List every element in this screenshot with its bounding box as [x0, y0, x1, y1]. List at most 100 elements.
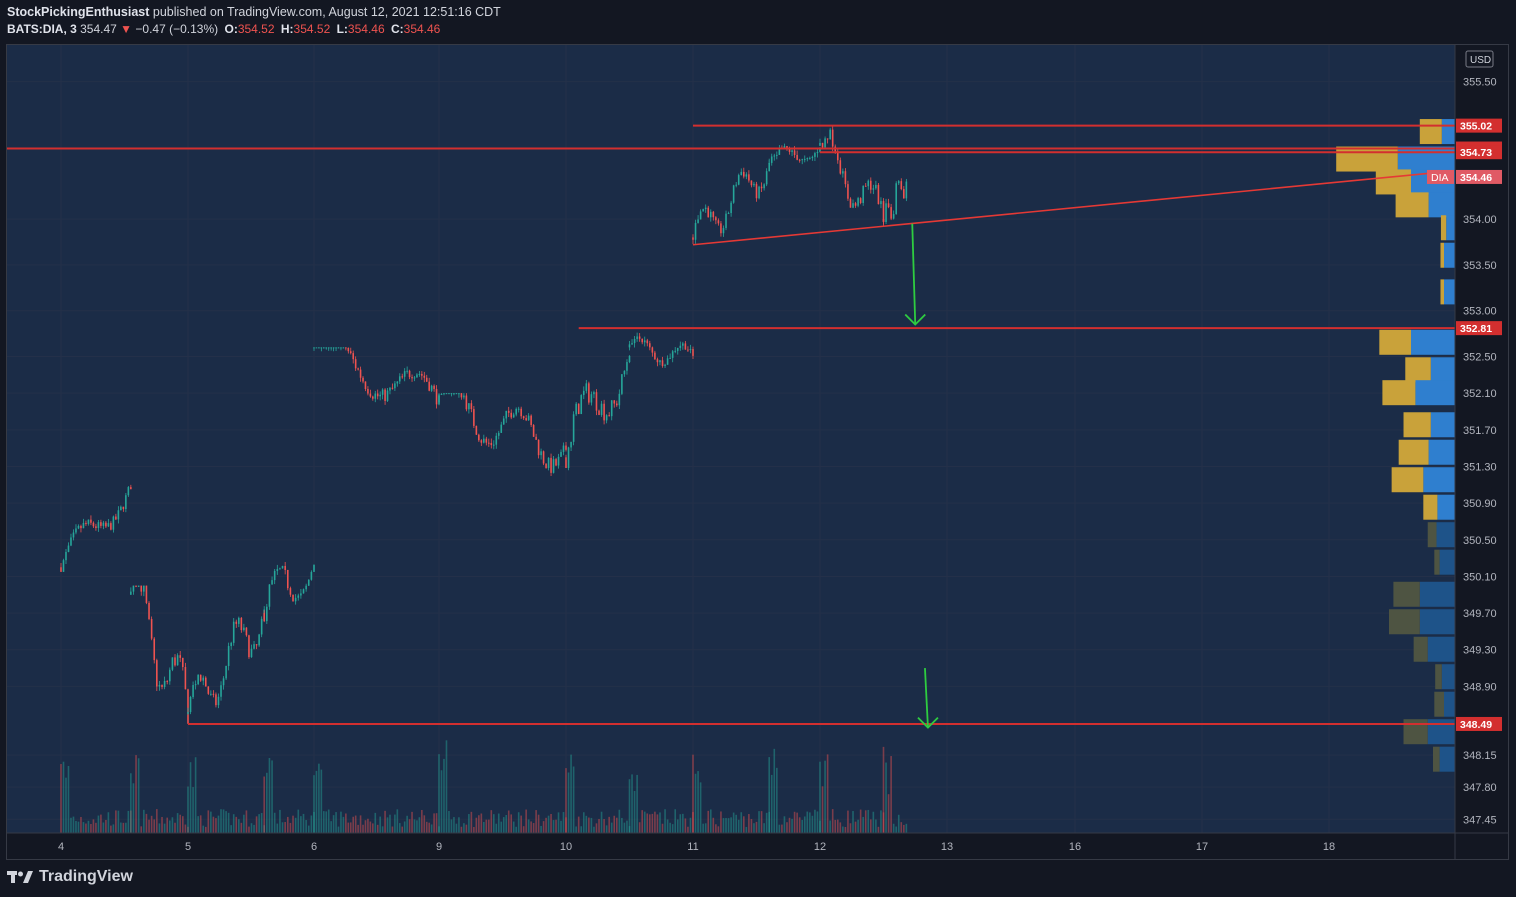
volume-bar: [572, 766, 575, 833]
volume-bar: [682, 813, 684, 833]
volume-bar: [135, 755, 137, 833]
volume-bar: [225, 811, 227, 833]
volume-bar: [276, 823, 279, 833]
currency-label: USD: [1470, 55, 1491, 66]
volume-profile-down-bar: [1413, 636, 1428, 662]
volume-bar: [791, 818, 793, 833]
candle-body: [132, 585, 135, 592]
price-chart[interactable]: 355.50 354.00 353.50 353.00 352.50 352.10 351.…: [7, 45, 1508, 859]
volume-bar: [77, 821, 80, 833]
volume-bar: [428, 822, 430, 833]
volume-profile-up-bar: [1411, 329, 1455, 355]
volume-bar: [145, 813, 148, 833]
price-tick-label: 351.70: [1463, 425, 1497, 437]
volume-bar: [176, 813, 179, 833]
candle-body: [887, 203, 890, 208]
candle-body: [450, 393, 453, 395]
candle-body: [628, 344, 631, 348]
volume-profile-down-bar: [1393, 581, 1420, 607]
symbol-label[interactable]: BATS:DIA, 3: [7, 22, 77, 36]
candle-body: [367, 388, 369, 394]
volume-bar: [448, 810, 450, 833]
candle-body: [633, 339, 636, 344]
candle-body: [435, 388, 438, 405]
candle-body: [854, 203, 857, 206]
volume-bar: [217, 815, 220, 833]
volume-profile-up-bar: [1428, 439, 1455, 465]
candle-body: [651, 347, 654, 353]
level-price-label: 352.81: [1460, 323, 1492, 335]
candle-body: [232, 621, 235, 643]
candle-body: [120, 506, 122, 511]
candle-body: [819, 142, 821, 146]
volume-profile-down-bar: [1382, 380, 1416, 406]
candle-body: [864, 185, 867, 187]
volume-profile-up-bar: [1441, 119, 1455, 145]
author-name[interactable]: StockPickingEnthusiast: [7, 5, 150, 19]
volume-profile-up-bar: [1436, 522, 1455, 548]
candle-body: [692, 237, 694, 240]
volume-bar: [570, 754, 572, 833]
candle-body: [842, 171, 844, 174]
candle-body: [443, 393, 445, 395]
candle-body: [676, 347, 679, 351]
volume-bar: [310, 815, 313, 833]
candle-body: [895, 183, 897, 215]
candle-body: [720, 223, 722, 234]
volume-profile-up-bar: [1419, 609, 1455, 635]
candle-body: [125, 495, 127, 510]
candle-body: [836, 151, 839, 161]
volume-bar: [357, 824, 359, 833]
volume-profile-down-bar: [1403, 412, 1431, 438]
volume-bar: [661, 823, 664, 833]
candle-body: [697, 219, 699, 223]
volume-bar: [490, 810, 493, 833]
candle-body: [636, 336, 638, 340]
volume-bar: [435, 813, 438, 833]
candle-body: [313, 347, 315, 349]
volume-bar: [770, 774, 773, 833]
volume-bar: [408, 819, 411, 833]
candle-body: [806, 158, 809, 160]
candle-body: [682, 343, 684, 346]
volume-bar: [413, 819, 416, 833]
volume-bar: [595, 823, 598, 833]
candle-body: [192, 685, 194, 698]
candle-body: [85, 522, 87, 524]
volume-bar: [727, 818, 730, 833]
chart-pane[interactable]: 355.50 354.00 353.50 353.00 352.50 352.10 351.…: [6, 44, 1509, 860]
candle-body: [485, 438, 488, 443]
volume-profile-up-bar: [1427, 719, 1455, 745]
level-price-label: 348.49: [1460, 719, 1492, 731]
volume-bar: [125, 822, 127, 833]
candle-body: [421, 373, 423, 376]
volume-bar: [215, 818, 217, 833]
volume-bar: [258, 814, 260, 833]
volume-profile-down-bar: [1336, 146, 1398, 172]
candle-body: [87, 519, 90, 524]
candle-body: [712, 211, 715, 218]
candle-body: [725, 213, 727, 229]
candle-body: [302, 589, 305, 594]
candle-body: [707, 207, 710, 218]
tradingview-logo-icon[interactable]: [7, 870, 33, 884]
volume-bar: [641, 810, 643, 833]
time-tick-label: 11: [687, 841, 698, 853]
volume-bar: [671, 824, 674, 833]
volume-bar: [406, 815, 408, 833]
candle-body: [608, 415, 610, 417]
volume-bar: [171, 817, 174, 833]
candle-body: [465, 395, 468, 410]
candle-body: [468, 403, 470, 410]
candle-body: [694, 222, 697, 240]
candle-body: [430, 385, 433, 391]
volume-bar: [720, 811, 722, 833]
candle-body: [117, 510, 120, 520]
volume-profile-down-bar: [1423, 494, 1438, 520]
candle-body: [735, 184, 737, 186]
volume-bar: [854, 821, 857, 833]
time-tick-label: 6: [311, 841, 317, 853]
volume-bar: [605, 825, 608, 833]
volume-bar: [248, 826, 250, 833]
footer-brand[interactable]: TradingView: [39, 868, 133, 885]
